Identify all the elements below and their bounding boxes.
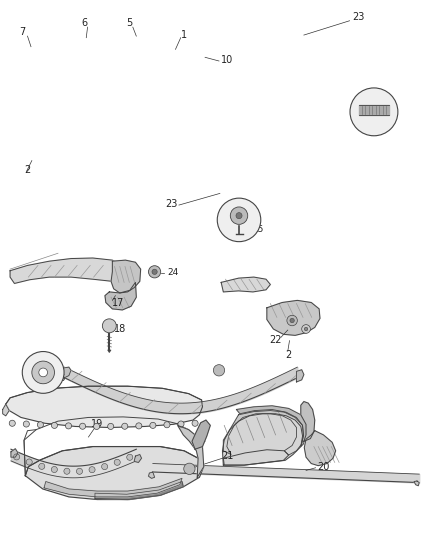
Text: 22: 22 [269,335,282,345]
Polygon shape [223,450,289,465]
Circle shape [213,365,225,376]
Text: 19: 19 [91,419,103,429]
Polygon shape [105,282,136,310]
Circle shape [350,88,398,136]
Polygon shape [11,449,18,457]
Circle shape [94,423,100,430]
Circle shape [102,319,116,333]
Circle shape [122,423,128,429]
Circle shape [150,422,156,429]
Polygon shape [267,301,320,335]
Text: 24: 24 [168,268,179,277]
Text: 10: 10 [221,55,233,65]
Polygon shape [25,447,204,499]
Circle shape [39,368,47,377]
Circle shape [37,422,43,428]
Circle shape [23,421,29,427]
Circle shape [26,459,32,465]
Polygon shape [223,414,303,465]
Polygon shape [192,420,210,449]
Text: 5: 5 [127,18,133,28]
Polygon shape [414,481,419,486]
Polygon shape [297,370,304,382]
Polygon shape [304,431,336,466]
Polygon shape [237,406,306,447]
Polygon shape [134,455,141,463]
Circle shape [287,316,297,326]
Text: 21: 21 [222,451,234,461]
Text: 1: 1 [181,29,187,39]
Polygon shape [44,478,182,497]
Text: 17: 17 [112,297,124,308]
Circle shape [178,421,184,427]
Circle shape [114,459,120,465]
Polygon shape [95,481,184,499]
Text: 6: 6 [81,18,87,28]
Text: 23: 23 [165,199,177,209]
Polygon shape [10,258,125,284]
Polygon shape [111,260,141,293]
Text: 2: 2 [25,165,31,175]
Text: 7: 7 [19,27,25,37]
Polygon shape [148,472,155,478]
Circle shape [127,454,133,461]
Circle shape [9,420,15,426]
Polygon shape [3,404,9,416]
Polygon shape [62,367,71,379]
Polygon shape [221,277,270,292]
Circle shape [302,325,311,333]
Text: 28: 28 [368,128,380,138]
Circle shape [152,269,157,274]
Text: 23: 23 [352,12,364,21]
Circle shape [136,423,142,429]
Text: 2: 2 [286,351,292,360]
Circle shape [80,423,85,429]
Polygon shape [223,410,304,455]
Circle shape [164,422,170,428]
Circle shape [51,466,57,473]
Circle shape [230,207,248,224]
Circle shape [39,463,45,470]
Text: 26: 26 [54,374,66,383]
Circle shape [290,318,294,322]
Circle shape [184,463,195,474]
Circle shape [32,361,54,384]
Circle shape [192,420,198,426]
Circle shape [108,423,114,430]
Text: 25: 25 [252,225,264,234]
Circle shape [51,422,57,429]
Circle shape [148,266,161,278]
Text: 20: 20 [317,462,330,472]
Circle shape [65,423,71,429]
Bar [359,106,389,115]
Circle shape [64,468,70,474]
Circle shape [102,464,108,470]
Polygon shape [6,386,202,427]
Polygon shape [301,401,315,441]
Polygon shape [178,425,204,477]
Circle shape [77,468,82,474]
Circle shape [236,213,242,219]
Circle shape [14,454,20,460]
Text: 18: 18 [113,324,126,334]
Circle shape [304,327,308,331]
Circle shape [22,352,64,393]
Circle shape [89,466,95,473]
Circle shape [217,198,261,241]
